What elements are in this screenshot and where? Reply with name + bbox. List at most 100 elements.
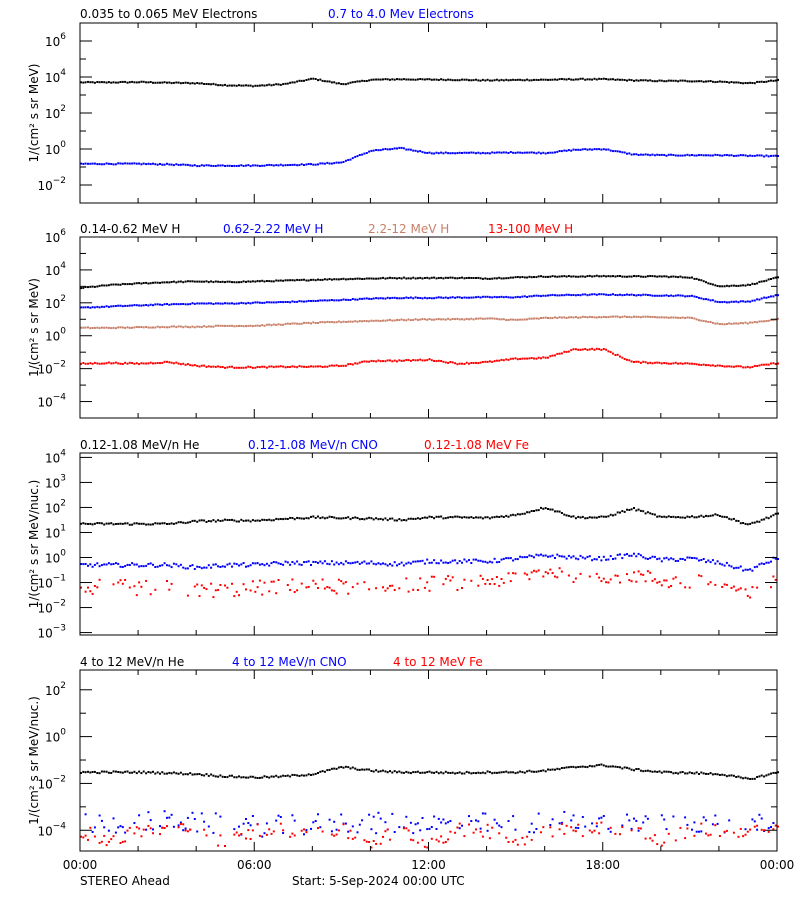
data-point (138, 814, 141, 817)
data-point (558, 275, 561, 278)
data-point (363, 560, 366, 563)
data-point (242, 302, 245, 305)
data-point (749, 596, 752, 599)
y-tick-label: 10−2 (37, 176, 66, 193)
data-point (196, 364, 199, 367)
data-point (709, 321, 712, 323)
data-point (602, 764, 605, 767)
data-point (711, 80, 714, 83)
data-point (298, 279, 301, 282)
data-point (656, 515, 659, 518)
data-point (149, 523, 152, 526)
data-point (126, 326, 129, 329)
data-point (465, 78, 468, 81)
data-point (691, 276, 693, 279)
data-point (168, 163, 171, 166)
data-point (616, 294, 619, 297)
data-point (103, 362, 106, 365)
data-point (672, 558, 675, 561)
data-point (581, 315, 584, 318)
data-point (700, 364, 703, 366)
data-point (159, 281, 161, 284)
data-point (124, 162, 127, 165)
data-point (679, 362, 682, 365)
data-point (725, 583, 728, 586)
data-point (649, 361, 652, 364)
y-tick-label: 10−4 (37, 393, 66, 410)
data-point (684, 516, 687, 519)
data-point (207, 164, 210, 167)
data-point (124, 361, 127, 364)
data-point (307, 560, 310, 563)
data-point (347, 837, 350, 840)
data-point (412, 517, 415, 520)
data-point (398, 319, 401, 322)
data-point (391, 148, 394, 150)
data-point (718, 301, 721, 304)
data-point (279, 83, 282, 86)
data-point (588, 148, 591, 151)
data-point (537, 554, 540, 557)
data-point (656, 843, 659, 846)
data-point (351, 278, 354, 281)
data-point (486, 317, 489, 320)
data-point (472, 558, 475, 561)
data-point (698, 278, 700, 281)
data-point (774, 154, 777, 157)
data-point (674, 275, 677, 278)
data-point (430, 78, 433, 81)
data-point (159, 564, 161, 567)
data-point (777, 512, 779, 515)
data-point (470, 362, 473, 364)
data-point (651, 294, 654, 297)
data-point (756, 828, 759, 831)
data-point (484, 277, 487, 280)
data-point (442, 152, 445, 155)
data-point (586, 555, 589, 558)
data-point (602, 515, 605, 518)
data-point (135, 563, 138, 566)
data-point (512, 815, 515, 818)
data-point (333, 364, 336, 367)
data-point (407, 829, 410, 832)
data-point (772, 514, 775, 517)
data-point (152, 523, 154, 526)
data-point (435, 360, 438, 363)
data-point (612, 315, 614, 318)
data-point (91, 523, 94, 526)
data-point (593, 275, 596, 278)
data-point (600, 275, 603, 278)
data-point (238, 84, 240, 87)
data-point (588, 274, 591, 277)
data-point (193, 164, 196, 167)
data-point (760, 320, 763, 323)
data-point (605, 348, 608, 351)
data-point (393, 319, 396, 322)
data-point (149, 593, 152, 596)
data-point (753, 299, 756, 302)
data-point (326, 586, 329, 588)
data-point (233, 164, 236, 167)
data-point (560, 767, 563, 769)
data-point (628, 78, 631, 81)
data-point (423, 359, 426, 362)
data-point (600, 559, 603, 562)
data-point (695, 318, 698, 321)
data-point (330, 364, 333, 367)
data-point (279, 365, 282, 368)
data-point (279, 822, 282, 825)
x-tick-label: 06:00 (237, 858, 272, 872)
data-point (493, 771, 496, 774)
data-point (412, 297, 415, 300)
data-point (91, 565, 94, 568)
data-point (298, 563, 301, 566)
data-point (746, 568, 749, 571)
y-tick-label: 100 (45, 140, 66, 157)
data-point (402, 519, 405, 521)
data-point (500, 358, 503, 361)
data-point (475, 361, 477, 364)
data-point (98, 327, 101, 330)
data-point (642, 510, 645, 513)
data-point (454, 362, 457, 365)
data-point (347, 561, 350, 564)
